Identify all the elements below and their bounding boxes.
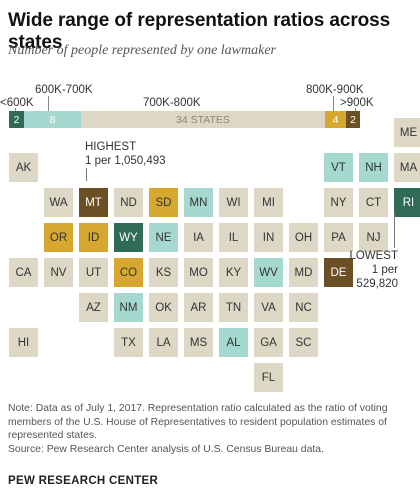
state-tile-wi: WI [219, 188, 248, 217]
state-tile-wy: WY [114, 223, 143, 252]
legend-bar-800k-900k: 4 [325, 111, 346, 128]
state-tile-hi: HI [9, 328, 38, 357]
lowest-label: LOWEST [349, 250, 398, 262]
state-tile-mn: MN [184, 188, 213, 217]
state-tile-ri: RI [394, 188, 420, 217]
state-tile-sc: SC [289, 328, 318, 357]
state-tile-mi: MI [254, 188, 283, 217]
legend-tick-600k-700k [48, 96, 49, 111]
state-tile-ms: MS [184, 328, 213, 357]
state-tile-sd: SD [149, 188, 178, 217]
state-tile-nv: NV [44, 258, 73, 287]
state-tile-nd: ND [114, 188, 143, 217]
state-tile-wv: WV [254, 258, 283, 287]
state-tile-nj: NJ [359, 223, 388, 252]
state-tile-al: AL [219, 328, 248, 357]
footer-credit: PEW RESEARCH CENTER [8, 475, 159, 487]
state-tile-in: IN [254, 223, 283, 252]
state-tile-mo: MO [184, 258, 213, 287]
legend-label-600k-700k: 600K-700K [35, 84, 93, 96]
state-tile-wa: WA [44, 188, 73, 217]
state-tile-ga: GA [254, 328, 283, 357]
legend-tick-800k-900k [333, 96, 334, 111]
state-tile-ca: CA [9, 258, 38, 287]
chart-title: Wide range of representation ratios acro… [8, 10, 391, 53]
legend-bar-over-900k: 2 [346, 111, 360, 128]
legend-label-700k-800k: 700K-800K [143, 97, 201, 109]
state-tile-ut: UT [79, 258, 108, 287]
state-tile-az: AZ [79, 293, 108, 322]
state-tile-tx: TX [114, 328, 143, 357]
state-tile-ar: AR [184, 293, 213, 322]
state-tile-ct: CT [359, 188, 388, 217]
state-tile-fl: FL [254, 363, 283, 392]
legend-label-over-900k: >900K [340, 97, 374, 109]
state-tile-vt: VT [324, 153, 353, 182]
state-tile-mt: MT [79, 188, 108, 217]
state-tile-nh: NH [359, 153, 388, 182]
chart-note: Note: Data as of July 1, 2017. Represent… [8, 402, 414, 456]
state-tile-il: IL [219, 223, 248, 252]
legend-label-under-600k: <600K [0, 97, 34, 109]
state-tile-md: MD [289, 258, 318, 287]
state-tile-de: DE [324, 258, 353, 287]
state-tile-ne: NE [149, 223, 178, 252]
legend-bar-under-600k: 2 [9, 111, 24, 128]
highest-value: 1 per 1,050,493 [85, 155, 166, 167]
highest-leader-line [86, 168, 87, 181]
lowest-value-line2: 529,820 [356, 278, 398, 290]
state-tile-ok: OK [149, 293, 178, 322]
lowest-value-line1: 1 per [371, 264, 398, 276]
source-text: Source: Pew Research Center analysis of … [8, 443, 324, 455]
state-tile-id: ID [79, 223, 108, 252]
legend-tick-over-900k [355, 108, 356, 112]
legend-bar-700k-800k: 34 STATES [81, 111, 325, 128]
state-tile-me: ME [394, 118, 420, 147]
legend-label-800k-900k: 800K-900K [306, 84, 364, 96]
state-tile-pa: PA [324, 223, 353, 252]
legend-tick-under-600k [15, 108, 16, 112]
state-tile-oh: OH [289, 223, 318, 252]
state-tile-ks: KS [149, 258, 178, 287]
state-tile-nc: NC [289, 293, 318, 322]
chart-subtitle: Number of people represented by one lawm… [8, 43, 277, 58]
state-tile-co: CO [114, 258, 143, 287]
state-tile-or: OR [44, 223, 73, 252]
state-tile-va: VA [254, 293, 283, 322]
note-text: Note: Data as of July 1, 2017. Represent… [8, 403, 388, 441]
state-tile-ak: AK [9, 153, 38, 182]
state-tile-ia: IA [184, 223, 213, 252]
highest-label: HIGHEST [85, 141, 137, 153]
state-tile-ny: NY [324, 188, 353, 217]
state-tile-ma: MA [394, 153, 420, 182]
state-tile-tn: TN [219, 293, 248, 322]
state-tile-ky: KY [219, 258, 248, 287]
state-tile-nm: NM [114, 293, 143, 322]
legend-bar-600k-700k: 8 [24, 111, 81, 128]
lowest-leader-line [394, 214, 395, 248]
state-tile-la: LA [149, 328, 178, 357]
